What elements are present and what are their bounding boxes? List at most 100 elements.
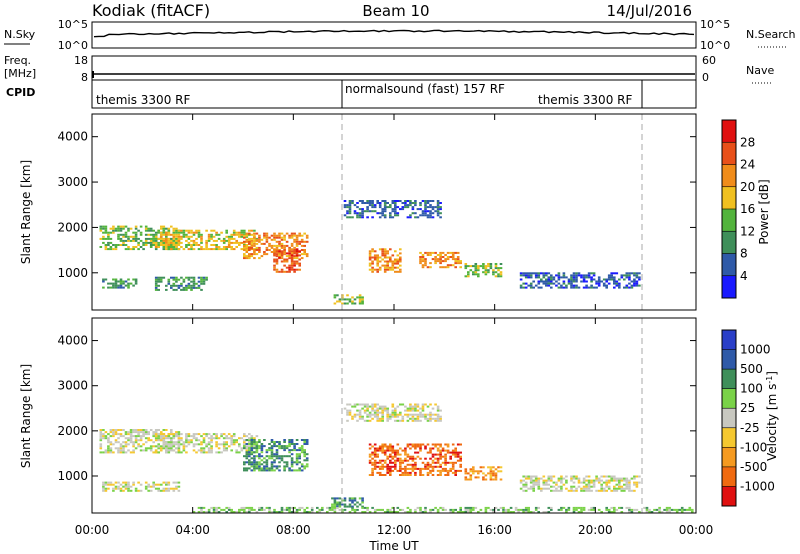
echo-cell: [376, 419, 379, 422]
echo-cell: [628, 511, 631, 513]
echo-cell: [152, 237, 155, 240]
echo-cell: [104, 449, 108, 452]
echo-cell: [177, 451, 181, 454]
echo-cell: [524, 274, 528, 277]
echo-cell: [436, 210, 440, 213]
echo-cell: [406, 445, 410, 448]
echo-cell: [341, 302, 344, 305]
echo-cell: [303, 453, 306, 456]
echo-cell: [225, 235, 228, 238]
echo-cell: [283, 441, 286, 443]
echo-cell: [170, 237, 173, 240]
echo-cell: [348, 505, 352, 508]
echo-cell: [368, 256, 372, 259]
echo-cell: [383, 200, 387, 202]
echo-cell: [165, 447, 168, 450]
echo-cell: [293, 270, 296, 273]
echo-cell: [107, 282, 110, 285]
echo-cell: [527, 487, 530, 490]
echo-cell: [389, 508, 392, 511]
cpid-panel: CPID themis 3300 RF normalsound (fast) 1…: [6, 79, 697, 109]
echo-cell: [137, 435, 140, 438]
echo-cell: [170, 239, 173, 242]
echo-cell: [394, 250, 397, 253]
echo-cell: [162, 227, 166, 230]
echo-cell: [225, 246, 228, 248]
echo-cell: [215, 231, 218, 234]
echo-cell: [293, 240, 296, 243]
echo-cell: [426, 206, 430, 209]
echo-cell: [147, 483, 150, 486]
echo-cell: [273, 459, 276, 462]
echo-cell: [177, 433, 181, 436]
echo-cell: [358, 497, 362, 500]
echo-cell: [248, 459, 251, 462]
echo-cell: [378, 417, 382, 420]
echo-cell: [489, 470, 493, 473]
echo-cell: [590, 276, 593, 279]
echo-cell: [555, 280, 558, 283]
echo-cell: [527, 508, 530, 511]
echo-cell: [570, 487, 573, 490]
echo-cell: [439, 449, 442, 452]
echo-cell: [456, 256, 460, 258]
echo-cell: [250, 233, 254, 236]
echo-cell: [275, 451, 279, 454]
echo-cell: [628, 274, 631, 277]
echo-cell: [394, 266, 397, 269]
echo-cell: [499, 273, 503, 276]
echo-cell: [165, 248, 168, 251]
echo-cell: [368, 268, 372, 271]
echo-cell: [394, 409, 397, 412]
echo-cell: [192, 449, 196, 452]
echo-cell: [215, 441, 218, 444]
echo-cell: [404, 467, 407, 470]
echo-cell: [557, 282, 561, 285]
echo-cell: [122, 451, 125, 454]
echo-cell: [119, 280, 123, 283]
echo-cell: [117, 244, 120, 246]
echo-cell: [172, 437, 176, 440]
echo-cell: [185, 437, 188, 440]
echo-cell: [665, 506, 669, 509]
echo-cell: [225, 239, 228, 242]
echo-cell: [605, 479, 608, 482]
echo-cell: [467, 472, 470, 475]
echo-cell: [507, 511, 510, 513]
echo-cell: [386, 511, 389, 513]
echo-cell: [429, 415, 432, 418]
echo-cell: [305, 240, 309, 243]
echo-cell: [685, 508, 689, 511]
echo-cell: [212, 235, 216, 238]
echo-cell: [524, 485, 528, 488]
echo-cell: [232, 511, 236, 513]
echo-cell: [190, 441, 193, 444]
echo-cell: [459, 506, 462, 509]
echo-cell: [399, 461, 402, 464]
echo-cell: [124, 244, 128, 246]
echo-cell: [270, 469, 274, 472]
echo-cell: [436, 469, 440, 472]
echo-cell: [567, 489, 571, 492]
echo-cell: [419, 419, 422, 422]
echo-cell: [185, 239, 188, 242]
echo-cell: [363, 202, 367, 204]
echo-cell: [288, 254, 291, 257]
echo-cell: [212, 239, 216, 242]
echo-cell: [431, 208, 435, 211]
echo-cell: [348, 210, 352, 213]
echo-cell: [253, 439, 256, 441]
echo-cell: [613, 489, 616, 492]
echo-cell: [582, 481, 586, 484]
echo-cell: [394, 407, 397, 410]
echo-cell: [577, 477, 581, 480]
echo-cell: [160, 483, 163, 486]
echo-cell: [389, 445, 392, 448]
echo-cell: [373, 461, 377, 464]
echo-cell: [112, 225, 115, 228]
echo-cell: [147, 447, 150, 450]
echo-cell: [394, 455, 397, 458]
echo-cell: [149, 246, 153, 248]
echo-cell: [238, 508, 241, 511]
echo-cell: [625, 284, 629, 287]
